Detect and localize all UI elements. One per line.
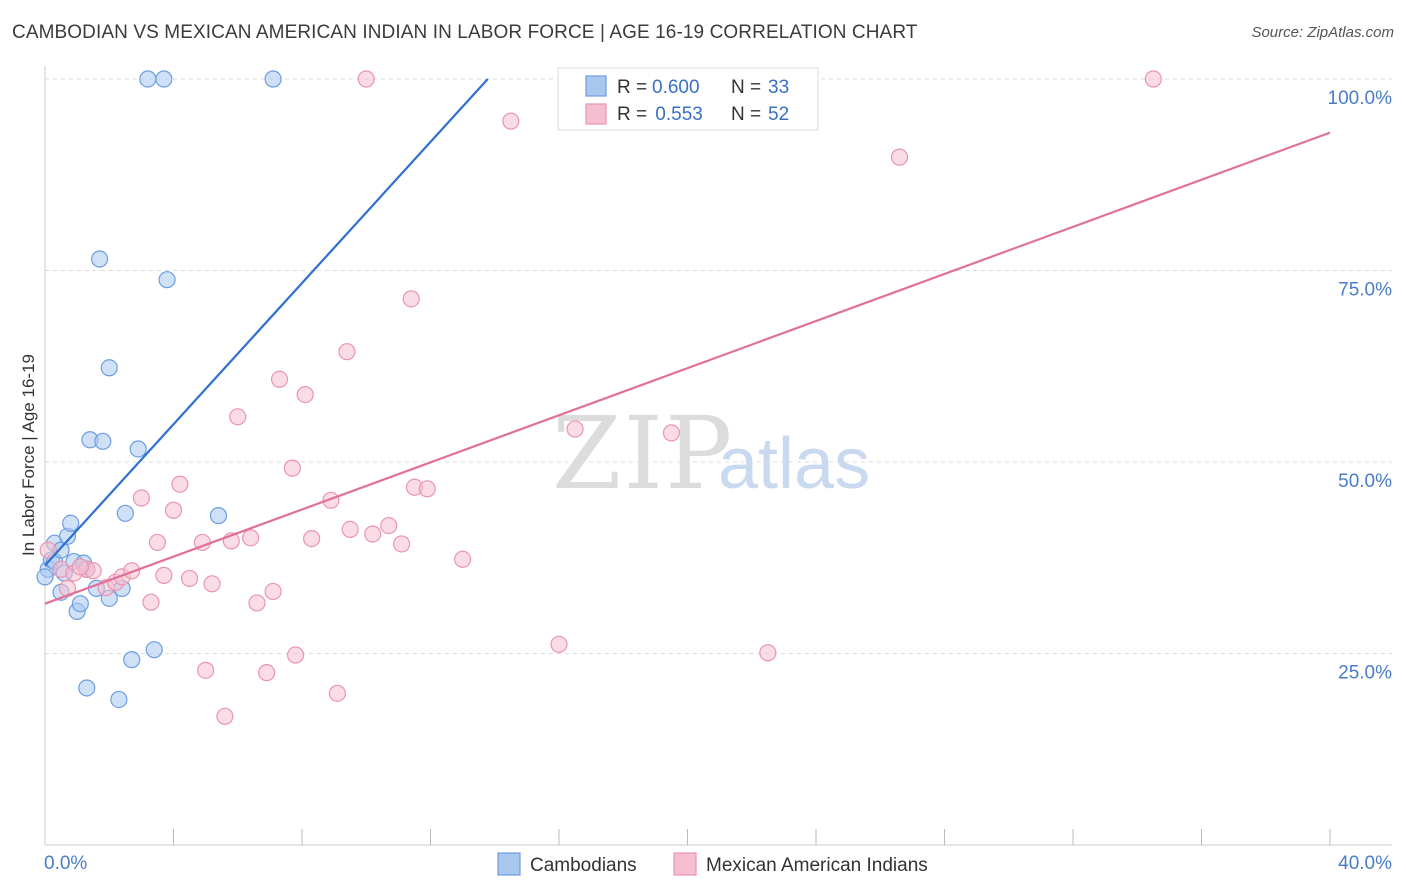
mexican-american-indian-point [180, 569, 199, 588]
cambodian-point [123, 651, 141, 669]
cambodian-point [94, 432, 112, 450]
mexican-american-indian-point [380, 516, 398, 535]
mexican-american-indian-point [662, 424, 681, 442]
cambodian-point [91, 250, 109, 268]
y-axis-label: In Labor Force | Age 16-19 [19, 354, 38, 556]
mexican-american-indian-point [418, 480, 436, 498]
mexican-american-indian-point [341, 520, 359, 539]
legend-n-label-1: N = [731, 77, 761, 98]
mexican-american-indian-point [364, 525, 382, 543]
mexican-american-indian-point [759, 644, 777, 662]
legend-n-value-1: 33 [768, 77, 789, 98]
mexican-american-indian-point [328, 684, 346, 702]
mexican-american-indian-point [71, 558, 89, 576]
cambodian-point [129, 440, 147, 458]
data-points [36, 70, 1162, 725]
mexican-american-indian-point [270, 370, 289, 388]
mexican-american-indian-point [357, 70, 375, 88]
watermark-atlas-text: atlas [718, 424, 870, 504]
cambodian-point [62, 514, 80, 532]
mexican-american-indian-point [142, 593, 160, 611]
correlation-legend: R = 0.600 N = 33 R = 0.553 N = 52 [557, 67, 819, 131]
mexican-american-indian-point [132, 489, 150, 507]
series-legend-swatch-cambodians [497, 852, 521, 876]
series-legend-label-cambodians: Cambodians [530, 855, 637, 876]
tick-labels: 25.0% 50.0% 75.0% 100.0% 0.0% 40.0% [44, 88, 1392, 874]
trend-line-mexican-american-indians [44, 131, 1331, 605]
mexican-american-indian-point [454, 550, 472, 568]
cambodian-point [78, 679, 96, 697]
legend-r-label-1: R = [617, 77, 647, 98]
legend-r-label-2: R = [617, 104, 647, 125]
mexican-american-indian-point [890, 148, 909, 166]
axes [44, 66, 1392, 846]
cambodian-point [155, 70, 173, 88]
mexican-american-indian-point [242, 529, 260, 547]
mexican-american-indian-point [550, 635, 568, 653]
mexican-american-indian-point [566, 420, 584, 438]
cambodian-point [264, 70, 282, 88]
mexican-american-indian-point [264, 582, 282, 601]
cambodian-point [100, 359, 118, 377]
mexican-american-indian-point [39, 541, 57, 559]
mexican-american-indian-point [248, 594, 266, 612]
legend-swatch-mexican-american-indians [585, 103, 607, 125]
legend-n-label-2: N = [731, 104, 761, 125]
y-tick-label: 25.0% [1338, 663, 1392, 684]
y-tick-label: 50.0% [1338, 471, 1392, 492]
y-tick-label: 75.0% [1338, 280, 1392, 301]
mexican-american-indian-point [296, 385, 314, 404]
x-tick-label: 40.0% [1338, 853, 1392, 874]
mexican-american-indian-point [392, 535, 411, 553]
cambodian-point [209, 507, 228, 525]
mexican-american-indian-point [229, 408, 247, 426]
legend-swatch-cambodians [585, 75, 607, 97]
mexican-american-indian-point [283, 459, 301, 477]
mexican-american-indian-point [197, 661, 215, 679]
mexican-american-indian-point [502, 112, 520, 130]
mexican-american-indian-point [402, 290, 420, 308]
mexican-american-indian-point [303, 529, 321, 548]
cambodian-point [116, 504, 134, 522]
mexican-american-indian-point [155, 566, 173, 584]
mexican-american-indian-point [171, 475, 189, 493]
mexican-american-indian-point [164, 501, 183, 519]
series-legend-label-mexican-american-indians: Mexican American Indians [706, 855, 928, 876]
y-tick-label: 100.0% [1328, 88, 1393, 109]
mexican-american-indian-point [258, 664, 276, 682]
trend-lines [44, 78, 1331, 605]
cambodian-point [145, 641, 163, 659]
chart-title: CAMBODIAN VS MEXICAN AMERICAN INDIAN IN … [12, 22, 918, 43]
grid-lines [45, 78, 1392, 654]
watermark: ZIP atlas [552, 395, 870, 512]
cambodian-point [110, 690, 128, 709]
mexican-american-indian-point [1144, 70, 1162, 88]
mexican-american-indian-point [203, 575, 221, 593]
legend-r-value-1: 0.600 [652, 77, 700, 98]
series-legend: Cambodians Mexican American Indians [497, 852, 928, 876]
cambodian-point [158, 271, 176, 289]
series-legend-swatch-mexican-american-indians [673, 852, 697, 876]
mexican-american-indian-point [338, 343, 356, 361]
cambodian-point [71, 595, 89, 613]
mexican-american-indian-point [286, 646, 305, 664]
trend-line-cambodians [44, 78, 489, 567]
legend-r-value-2: 0.553 [650, 104, 703, 125]
mexican-american-indian-point [148, 533, 167, 552]
mexican-american-indian-point [216, 707, 234, 725]
watermark-zip-text: ZIP [552, 395, 734, 512]
cambodian-point [139, 70, 157, 88]
source-label: Source: ZipAtlas.com [1251, 24, 1394, 41]
cambodian-point [36, 568, 54, 586]
x-tick-label: 0.0% [44, 853, 87, 874]
legend-n-value-2: 52 [768, 104, 789, 125]
